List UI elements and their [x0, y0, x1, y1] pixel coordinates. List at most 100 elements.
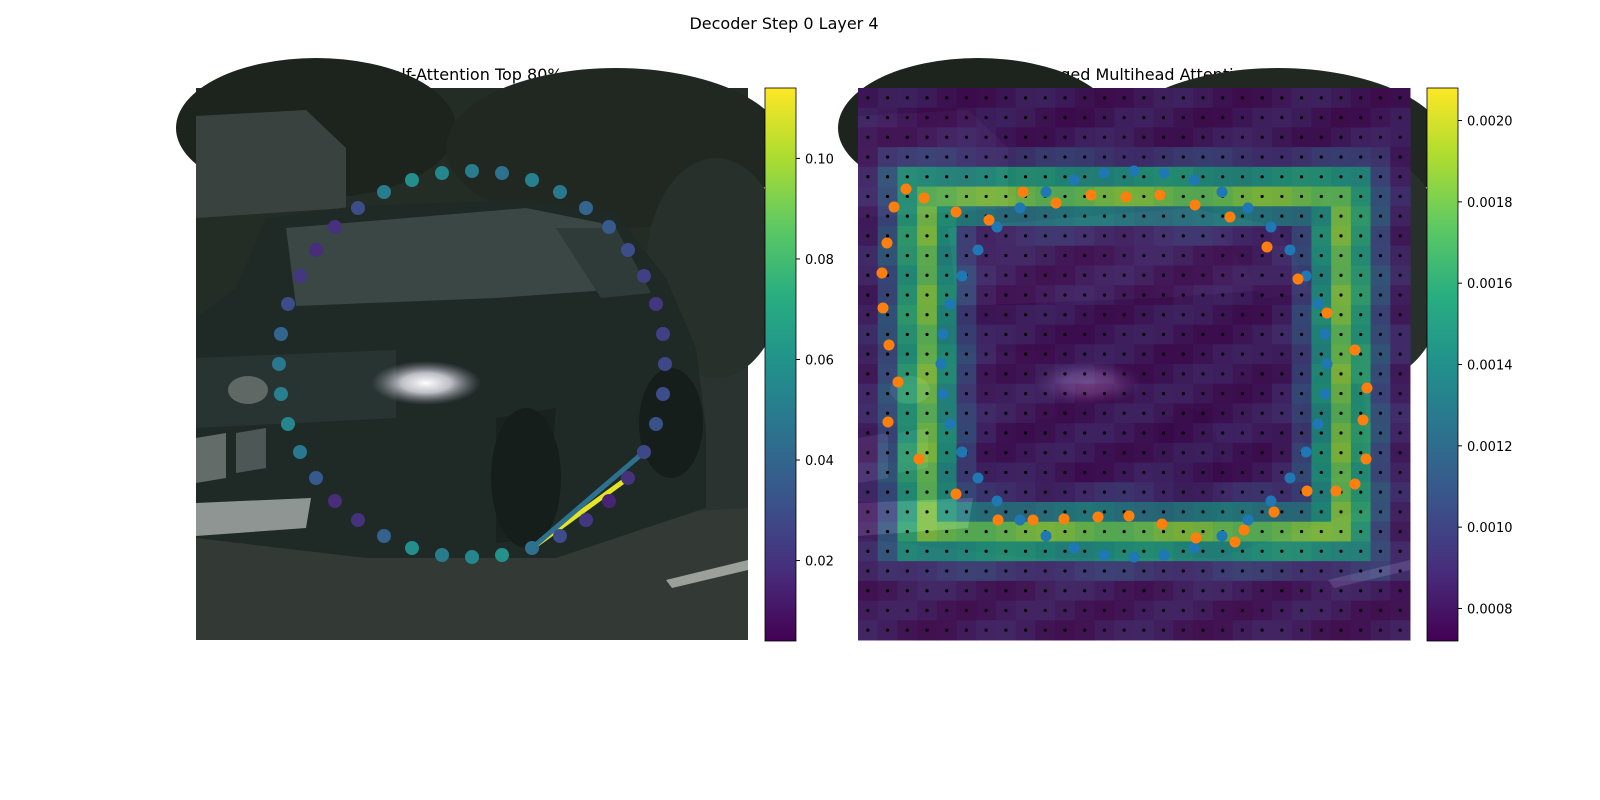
grid-dot [964, 431, 969, 435]
grid-dot [984, 510, 988, 514]
grid-dot [1398, 214, 1402, 218]
grid-dot [885, 175, 890, 179]
grid-dot [1063, 135, 1067, 139]
grid-dot [1201, 391, 1205, 396]
grid-dot [1043, 411, 1047, 415]
right-image [838, 58, 1448, 641]
grid-dot [1240, 411, 1245, 415]
grid-dot [1299, 293, 1304, 297]
grid-dot [1043, 549, 1047, 553]
grid-dot [1083, 214, 1087, 218]
contour-point [274, 387, 288, 401]
grid-dot [1083, 293, 1087, 297]
grid-dot [1004, 214, 1008, 218]
grid-dot [866, 608, 870, 613]
grid-dot [1102, 293, 1107, 297]
attention-lines [530, 450, 646, 551]
grid-dot [1161, 293, 1166, 297]
reference-point [1284, 244, 1296, 256]
grid-dot [1083, 372, 1087, 376]
grid-dot [1378, 332, 1383, 337]
grid-dot [1122, 529, 1126, 534]
grid-dot [1043, 214, 1047, 218]
reference-point [1284, 472, 1296, 484]
grid-dot [1063, 155, 1067, 159]
grid-dot [1260, 589, 1264, 593]
grid-dot [1339, 352, 1343, 356]
grid-dot [1063, 214, 1067, 218]
grid-dot [1043, 431, 1047, 435]
grid-dot [885, 115, 890, 120]
grid-dot [1102, 608, 1107, 613]
grid-dot [1359, 411, 1363, 415]
grid-dot [1023, 96, 1028, 100]
grid-dot [1102, 194, 1107, 199]
left-colorbar: 0.02 0.04 0.06 0.08 0.10 [764, 87, 834, 642]
grid-dot [1319, 293, 1323, 297]
grid-dot [1260, 529, 1264, 534]
grid-dot [1063, 490, 1067, 494]
grid-dot [1299, 608, 1304, 613]
grid-dot [984, 115, 988, 120]
grid-dot [1378, 273, 1383, 277]
grid-dot [925, 135, 929, 139]
grid-dot [984, 372, 988, 376]
grid-dot [1004, 529, 1008, 534]
grid-dot [1004, 175, 1008, 179]
grid-dot [1299, 470, 1304, 475]
grid-dot [1161, 214, 1166, 218]
contour-point [272, 357, 286, 371]
grid-dot [1398, 431, 1402, 435]
grid-dot [1339, 549, 1343, 553]
grid-dot [1102, 411, 1107, 415]
grid-dot [1299, 372, 1304, 376]
attention-line [530, 450, 646, 550]
reference-point [944, 298, 956, 310]
grid-dot [1122, 569, 1126, 573]
right-colorbar: 0.0008 0.0010 0.0012 0.0014 0.0016 0.0018 0.00… [1426, 87, 1513, 642]
grid-dot [1023, 470, 1028, 475]
grid-dot [1122, 214, 1126, 218]
sampling-point [1058, 513, 1070, 525]
grid-dot [866, 332, 870, 337]
grid-dot [1004, 628, 1008, 632]
grid-dot [1378, 549, 1383, 553]
grid-dot [1378, 470, 1383, 475]
grid-dot [1201, 332, 1205, 337]
grid-dot [1359, 372, 1363, 376]
grid-dot [1398, 155, 1402, 159]
sampling-point [1301, 485, 1313, 497]
grid-dot [1280, 313, 1284, 317]
grid-dot [1023, 332, 1028, 337]
grid-dot [1240, 431, 1245, 435]
grid-dot [1122, 549, 1126, 553]
grid-dot [1083, 115, 1087, 120]
grid-dot [1063, 411, 1067, 415]
grid-dot [964, 352, 969, 356]
contour-points [272, 164, 672, 564]
reference-point [1319, 388, 1331, 400]
grid-dot [925, 234, 929, 238]
grid-dot [1023, 273, 1028, 277]
grid-dot [1201, 451, 1205, 455]
grid-dot [984, 470, 988, 475]
grid-dot [1378, 214, 1383, 218]
sampling-point [888, 201, 900, 213]
grid-dot [925, 549, 929, 553]
contour-point [656, 387, 670, 401]
grid-dot [1299, 155, 1304, 159]
grid-dot [1102, 313, 1107, 317]
grid-dot [1102, 234, 1107, 238]
grid-dot [964, 391, 969, 396]
contour-point [495, 166, 509, 180]
grid-dot [866, 411, 870, 415]
grid-dot [1398, 608, 1402, 613]
grid-dot [1378, 175, 1383, 179]
grid-dot [1260, 490, 1264, 494]
grid-dot [1280, 569, 1284, 573]
grid-dot [1043, 589, 1047, 593]
contour-point [293, 445, 307, 459]
grid-dot [1023, 628, 1028, 632]
grid-dot [1122, 411, 1126, 415]
grid-dot [1319, 372, 1323, 376]
